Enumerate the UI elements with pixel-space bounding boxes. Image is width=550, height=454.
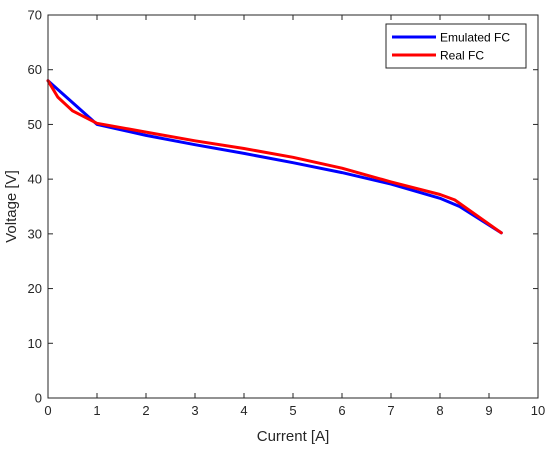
- x-axis-label: Current [A]: [257, 428, 330, 445]
- y-tick-label: 60: [28, 62, 42, 77]
- y-tick-label: 50: [28, 117, 42, 132]
- legend-label-2: Real FC: [440, 49, 484, 63]
- x-tick-label: 9: [485, 403, 492, 418]
- legend: Emulated FC Real FC: [385, 23, 527, 69]
- x-tick-label: 10: [531, 403, 545, 418]
- y-tick-label: 40: [28, 172, 42, 187]
- y-tick-label: 0: [35, 391, 42, 406]
- x-tick-label: 6: [338, 403, 345, 418]
- x-tick-label: 1: [93, 403, 100, 418]
- y-tick-label: 70: [28, 8, 42, 23]
- y-axis-label: Voltage [V]: [3, 170, 20, 243]
- x-tick-label: 7: [387, 403, 394, 418]
- y-tick-label: 20: [28, 281, 42, 296]
- series-line-1: [46, 79, 503, 235]
- y-tick-label: 30: [28, 226, 42, 241]
- axes: 0 1 2 3 4 5 6 7 8 9 10 0 10 20 30 40 50 60 70: [28, 8, 546, 419]
- series-lines: [46, 79, 503, 235]
- x-tick-label: 2: [142, 403, 149, 418]
- y-tick-label: 10: [28, 336, 42, 351]
- x-tick-label: 8: [436, 403, 443, 418]
- x-tick-label: 4: [240, 403, 247, 418]
- x-tick-label: 0: [44, 403, 51, 418]
- legend-label-1: Emulated FC: [440, 31, 510, 45]
- legend-box: [385, 23, 527, 69]
- x-tick-label: 5: [289, 403, 296, 418]
- x-tick-label: 3: [191, 403, 198, 418]
- series-line-2: [46, 79, 503, 235]
